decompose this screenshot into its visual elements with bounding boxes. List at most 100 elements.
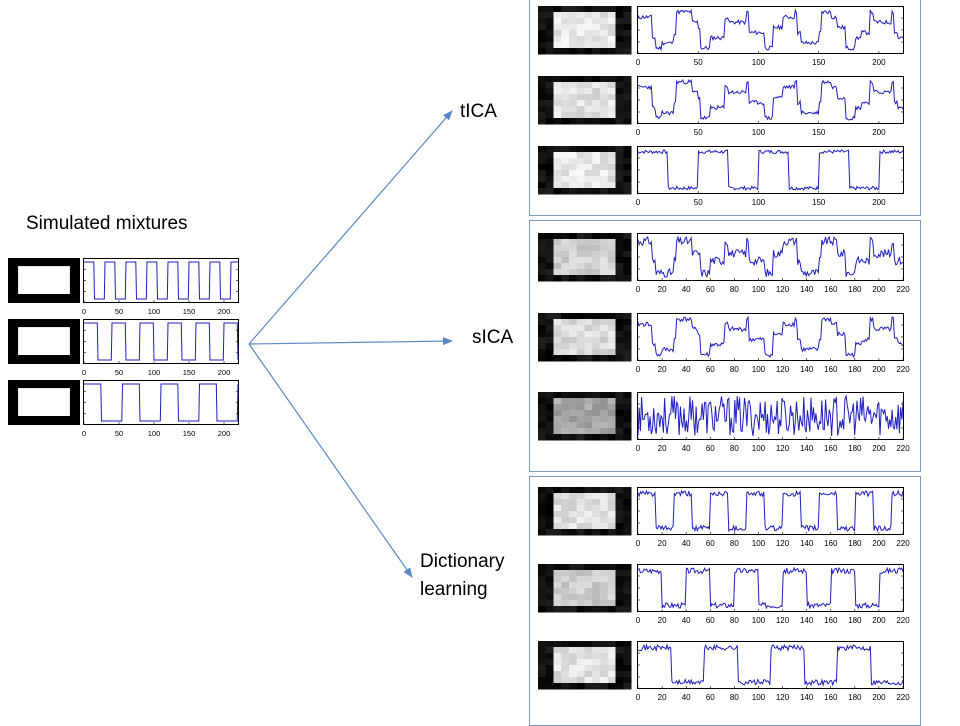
x-tick-label: 100 bbox=[752, 285, 766, 294]
x-tick-label: 50 bbox=[115, 429, 123, 438]
x-tick-label: 120 bbox=[776, 539, 790, 548]
plot-frame bbox=[637, 6, 904, 54]
method-label-dictionary-learning: Dictionary learning bbox=[420, 551, 505, 600]
x-tick-label: 80 bbox=[730, 693, 739, 702]
component-map-0-0 bbox=[538, 6, 632, 55]
x-tick-label: 150 bbox=[183, 368, 196, 377]
x-tick-label: 100 bbox=[752, 693, 766, 702]
arrow-to-dictionary bbox=[248, 343, 413, 578]
component-timecourse-2-1: 0 20 40 60 80 100 120 140 160 180 200 220 bbox=[636, 564, 910, 625]
component-map-1-0 bbox=[538, 233, 632, 282]
x-tick-label: 140 bbox=[800, 365, 814, 374]
x-tick-label: 200 bbox=[872, 444, 886, 453]
source-region bbox=[18, 388, 70, 416]
x-tick-label: 0 bbox=[82, 368, 86, 377]
x-tick-label: 100 bbox=[752, 58, 766, 67]
x-tick-label: 160 bbox=[824, 539, 838, 548]
x-tick-label: 160 bbox=[824, 693, 838, 702]
signal-line bbox=[84, 261, 238, 300]
x-tick-label: 0 bbox=[636, 198, 641, 207]
x-tick-label: 60 bbox=[706, 693, 715, 702]
x-tick-label: 150 bbox=[183, 429, 196, 438]
x-tick-label: 100 bbox=[148, 307, 161, 316]
component-timecourse-1-0: 0 20 40 60 80 100 120 140 160 180 200 220 bbox=[636, 233, 910, 294]
arrow-to-sica bbox=[248, 337, 453, 346]
x-tick-label: 160 bbox=[824, 285, 838, 294]
plot-frame bbox=[83, 319, 239, 364]
x-tick-label: 160 bbox=[824, 616, 838, 625]
x-tick-label: 50 bbox=[694, 128, 703, 137]
component-map-2-0 bbox=[538, 487, 632, 536]
x-tick-label: 0 bbox=[636, 365, 641, 374]
mixture-timecourse-3: 0 50 100 150 200 bbox=[82, 380, 239, 438]
x-tick-label: 50 bbox=[115, 368, 123, 377]
x-tick-label: 200 bbox=[872, 285, 886, 294]
x-tick-label: 200 bbox=[218, 429, 231, 438]
signal-line bbox=[637, 566, 904, 610]
x-tick-label: 40 bbox=[682, 444, 691, 453]
x-tick-label: 20 bbox=[658, 693, 667, 702]
plot-frame bbox=[637, 487, 904, 535]
x-tick-label: 20 bbox=[658, 444, 667, 453]
x-tick-label: 20 bbox=[658, 285, 667, 294]
mixture-map-3 bbox=[8, 380, 80, 425]
x-tick-label: 0 bbox=[636, 539, 641, 548]
arrow-to-tica bbox=[248, 110, 453, 345]
x-tick-label: 120 bbox=[776, 616, 790, 625]
component-map-2-2 bbox=[538, 641, 632, 690]
plot-frame bbox=[637, 313, 904, 361]
component-map-1-2 bbox=[538, 392, 632, 441]
x-tick-label: 120 bbox=[776, 285, 790, 294]
x-tick-label: 0 bbox=[636, 128, 641, 137]
x-tick-label: 100 bbox=[752, 365, 766, 374]
x-tick-label: 120 bbox=[776, 365, 790, 374]
x-tick-label: 60 bbox=[706, 539, 715, 548]
x-tick-label: 100 bbox=[752, 539, 766, 548]
x-tick-label: 0 bbox=[82, 429, 86, 438]
x-tick-label: 140 bbox=[800, 285, 814, 294]
x-tick-label: 100 bbox=[752, 444, 766, 453]
title: Simulated mixtures bbox=[26, 213, 188, 234]
x-tick-label: 100 bbox=[148, 368, 161, 377]
x-tick-label: 50 bbox=[115, 307, 123, 316]
x-tick-label: 200 bbox=[872, 693, 886, 702]
x-tick-label: 120 bbox=[776, 693, 790, 702]
signal-line bbox=[637, 8, 904, 52]
x-tick-label: 60 bbox=[706, 365, 715, 374]
panel-tica bbox=[529, 0, 921, 216]
x-tick-label: 140 bbox=[800, 693, 814, 702]
plot-frame bbox=[637, 76, 904, 124]
x-tick-label: 180 bbox=[848, 285, 862, 294]
x-tick-label: 180 bbox=[848, 693, 862, 702]
x-tick-label: 140 bbox=[800, 616, 814, 625]
x-tick-label: 180 bbox=[848, 444, 862, 453]
signal-line bbox=[637, 394, 904, 437]
x-tick-label: 150 bbox=[812, 58, 826, 67]
x-tick-label: 180 bbox=[848, 616, 862, 625]
method-label-sica: sICA bbox=[472, 327, 514, 348]
component-map-2-1 bbox=[538, 564, 632, 613]
x-tick-label: 0 bbox=[636, 693, 641, 702]
mixture-timecourse-1: 0 50 100 150 200 bbox=[82, 258, 239, 316]
x-tick-label: 40 bbox=[682, 616, 691, 625]
x-tick-label: 220 bbox=[896, 693, 910, 702]
x-tick-label: 180 bbox=[848, 539, 862, 548]
panel-sica bbox=[529, 220, 921, 472]
x-tick-label: 200 bbox=[872, 198, 886, 207]
plot-frame bbox=[637, 146, 904, 194]
x-tick-label: 150 bbox=[812, 198, 826, 207]
mixture-map-1 bbox=[8, 258, 80, 303]
signal-line bbox=[637, 148, 904, 191]
signal-line bbox=[637, 489, 904, 533]
x-tick-label: 200 bbox=[872, 365, 886, 374]
component-map-0-2 bbox=[538, 146, 632, 195]
x-tick-label: 200 bbox=[218, 368, 231, 377]
x-tick-label: 150 bbox=[812, 128, 826, 137]
x-tick-label: 80 bbox=[730, 365, 739, 374]
component-timecourse-2-0: 0 20 40 60 80 100 120 140 160 180 200 220 bbox=[636, 487, 910, 548]
signal-line bbox=[637, 315, 904, 358]
source-region bbox=[18, 327, 70, 355]
x-tick-label: 0 bbox=[636, 58, 641, 67]
component-timecourse-0-0: 0 50 100 150 200 bbox=[636, 6, 904, 67]
component-timecourse-1-1: 0 20 40 60 80 100 120 140 160 180 200 220 bbox=[636, 313, 910, 374]
